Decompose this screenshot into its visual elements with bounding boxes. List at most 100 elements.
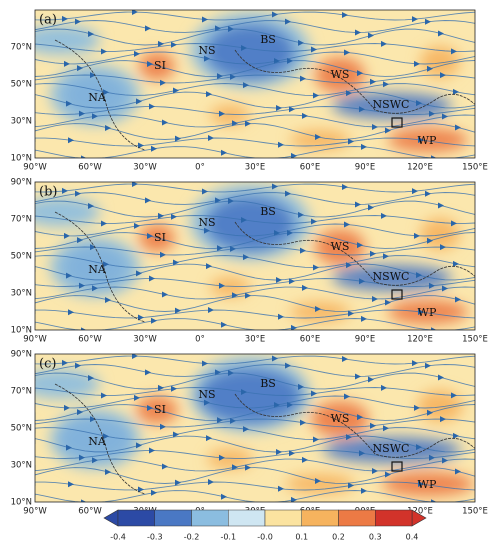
- arrow: [451, 220, 457, 227]
- arrow: [385, 471, 391, 478]
- region-label: NS: [198, 216, 215, 229]
- arrow: [62, 187, 68, 194]
- arrow: [289, 450, 295, 457]
- colorbar-segment: [191, 509, 229, 527]
- streamline: [35, 372, 475, 390]
- arrow: [243, 426, 249, 433]
- lat-tick-label: 30°N: [11, 289, 32, 299]
- coastline: [54, 211, 475, 323]
- arrow: [228, 370, 234, 377]
- lat-tick-label: 10°N: [11, 154, 32, 164]
- region-label: NA: [88, 263, 107, 276]
- arrow: [64, 232, 70, 239]
- region-label: WP: [418, 478, 437, 491]
- arrow: [357, 414, 363, 421]
- arrow: [228, 26, 234, 33]
- lat-tick-label: 90°N: [11, 350, 32, 360]
- streamline: [35, 83, 475, 96]
- streamline: [35, 192, 475, 205]
- arrow: [276, 104, 282, 111]
- arrow: [315, 134, 321, 141]
- arrow: [75, 190, 81, 197]
- region-label: BS: [260, 377, 276, 390]
- lon-tick-label: 30°E: [245, 163, 265, 173]
- streamline: [35, 255, 475, 268]
- anomaly: [315, 229, 365, 265]
- arrow: [427, 237, 433, 244]
- arrow: [451, 48, 457, 55]
- streamline: [35, 51, 475, 65]
- arrow: [346, 90, 352, 97]
- arrow: [66, 100, 72, 107]
- arrow: [414, 404, 420, 411]
- arrow: [147, 232, 153, 239]
- arrow: [206, 435, 212, 442]
- arrow: [429, 110, 435, 117]
- arrow: [368, 32, 374, 39]
- arrow: [245, 292, 251, 299]
- lon-tick-label: 150°E: [462, 507, 488, 517]
- arrow: [215, 197, 221, 204]
- lon-tick-label: 30°W: [133, 335, 157, 345]
- arrow: [149, 447, 155, 454]
- arrow: [348, 138, 354, 145]
- arrow: [416, 272, 422, 279]
- colorbar-label: -0.3: [147, 533, 163, 542]
- arrow: [276, 276, 282, 283]
- panel-frame: [34, 353, 476, 503]
- lat-tick-label: 50°N: [11, 424, 32, 434]
- lon-tick-label: 150°E: [462, 335, 488, 345]
- streamline: [35, 481, 475, 491]
- arrow: [453, 432, 459, 439]
- arrow: [68, 481, 74, 488]
- region-label: BS: [260, 205, 276, 218]
- arrow: [162, 463, 168, 470]
- arrow: [370, 78, 376, 85]
- arrow: [383, 253, 389, 260]
- lon-tick-label: 150°E: [462, 163, 488, 173]
- colorbar-label: -0.1: [220, 533, 236, 542]
- streamline: [35, 286, 475, 300]
- anomaly: [205, 196, 295, 252]
- arrow: [442, 113, 448, 120]
- arrow: [202, 360, 208, 367]
- arrow: [215, 369, 221, 376]
- arrow: [132, 354, 138, 360]
- arrow: [134, 222, 140, 229]
- arrow: [272, 183, 278, 190]
- arrow: [217, 417, 223, 424]
- arrow: [418, 481, 424, 488]
- arrow: [438, 374, 444, 381]
- colorbar-label: -0.2: [184, 533, 200, 542]
- arrow: [230, 73, 236, 80]
- arrow: [79, 282, 85, 289]
- arrow: [272, 355, 278, 362]
- arrow: [149, 103, 155, 110]
- lon-tick-label: 90°E: [355, 163, 375, 173]
- arrow: [372, 295, 378, 302]
- arrow: [77, 237, 83, 244]
- arrow: [344, 393, 350, 400]
- arrow: [276, 448, 282, 455]
- region-label: BS: [260, 33, 276, 46]
- arrow: [342, 356, 348, 363]
- arrow: [368, 204, 374, 211]
- study-box: [391, 461, 403, 472]
- anomaly: [205, 24, 295, 80]
- lon-tick-label: 60°E: [300, 335, 320, 345]
- arrow: [171, 385, 177, 392]
- arrow: [79, 110, 85, 117]
- anomaly: [290, 130, 350, 150]
- arrow: [291, 496, 297, 502]
- arrow: [149, 275, 155, 282]
- lat-tick-label: 30°N: [11, 117, 32, 127]
- arrow: [455, 124, 461, 131]
- panel-label: (a): [39, 13, 57, 28]
- arrow: [175, 307, 181, 314]
- arrow: [232, 292, 238, 299]
- arrow: [90, 72, 96, 79]
- arrow: [241, 216, 247, 223]
- anomaly: [50, 409, 140, 469]
- streamline: [35, 43, 475, 52]
